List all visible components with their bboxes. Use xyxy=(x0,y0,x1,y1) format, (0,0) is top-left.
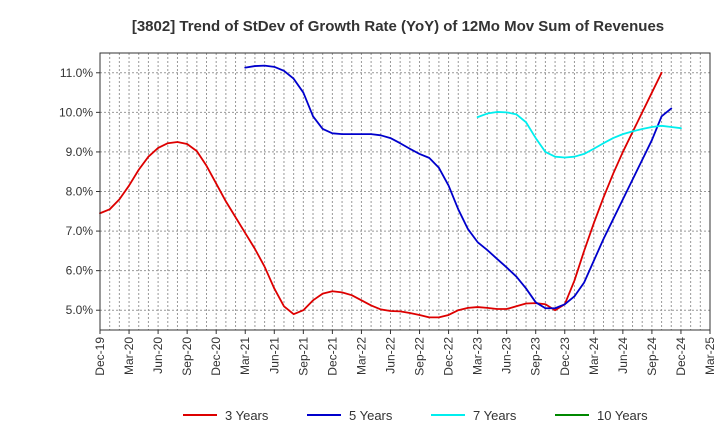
series-line-3-years xyxy=(99,71,663,319)
y-tick-label: 8.0% xyxy=(66,185,94,199)
x-tick-label: Jun-22 xyxy=(383,337,397,374)
legend: 3 Years 5 Years 7 Years 10 Years xyxy=(183,408,648,423)
x-tick-label: Mar-22 xyxy=(354,337,368,375)
x-tick-label: Mar-24 xyxy=(587,337,601,375)
x-tick-label: Mar-21 xyxy=(238,337,252,375)
x-tick-label: Mar-25 xyxy=(703,337,717,375)
x-tick-label: Sep-24 xyxy=(645,337,659,376)
x-tick-label: Jun-20 xyxy=(151,337,165,374)
x-tick-label: Sep-22 xyxy=(413,337,427,376)
x-tick-label: Dec-22 xyxy=(442,337,456,376)
x-tick-label: Sep-20 xyxy=(180,337,194,376)
y-tick-label: 9.0% xyxy=(66,145,94,159)
x-tick-label: Dec-24 xyxy=(674,337,688,376)
series-line-5-years xyxy=(244,64,673,310)
y-tick-label: 7.0% xyxy=(66,224,94,238)
legend-label: 5 Years xyxy=(349,408,393,423)
legend-label: 7 Years xyxy=(473,408,517,423)
legend-label: 3 Years xyxy=(225,408,269,423)
series-line-7-years xyxy=(476,111,682,159)
x-axis-ticks: Dec-19 Mar-20 Jun-20 Sep-20 Dec-20 Mar-21 Jun-… xyxy=(93,330,717,376)
x-tick-label: Dec-19 xyxy=(93,337,107,376)
y-tick-label: 10.0% xyxy=(59,105,93,119)
x-tick-label: Jun-24 xyxy=(616,337,630,374)
x-tick-label: Dec-20 xyxy=(209,337,223,376)
x-tick-label: Dec-21 xyxy=(325,337,339,376)
y-tick-label: 5.0% xyxy=(66,303,94,317)
x-tick-label: Sep-21 xyxy=(296,337,310,376)
x-tick-label: Dec-23 xyxy=(558,337,572,376)
x-tick-label: Jun-21 xyxy=(267,337,281,374)
grid-lines xyxy=(99,53,711,330)
y-tick-label: 11.0% xyxy=(60,66,93,80)
x-tick-label: Mar-20 xyxy=(122,337,136,375)
x-tick-label: Sep-23 xyxy=(529,337,543,376)
x-tick-label: Mar-23 xyxy=(471,337,485,375)
y-axis-ticks: 5.0% 6.0% 7.0% 8.0% 9.0% 10.0% 11.0% xyxy=(59,66,100,317)
y-tick-label: 6.0% xyxy=(66,264,94,278)
series-lines xyxy=(99,64,682,319)
chart-title: [3802] Trend of StDev of Growth Rate (Yo… xyxy=(132,18,664,35)
x-tick-label: Jun-23 xyxy=(500,337,514,374)
legend-label: 10 Years xyxy=(597,408,648,423)
